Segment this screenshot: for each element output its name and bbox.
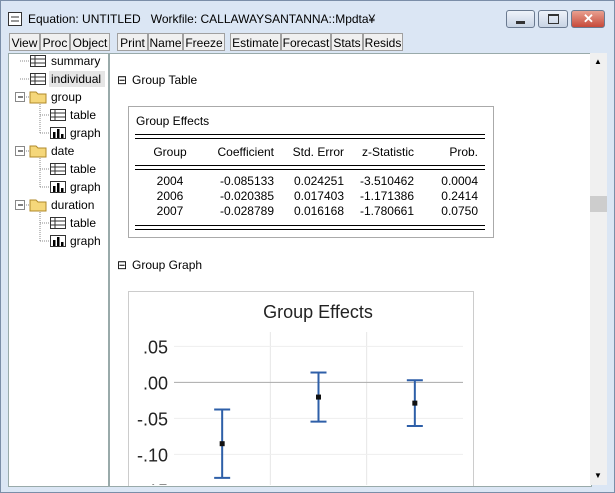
section-title: Group Graph: [132, 258, 203, 272]
minimize-button[interactable]: [506, 10, 535, 28]
window-icon: [8, 12, 22, 26]
toolbar-button[interactable]: View: [9, 33, 40, 51]
tree-label: date: [51, 144, 75, 158]
tree-label: table: [70, 108, 96, 122]
table-cell: -0.020385: [220, 189, 274, 203]
column-header: Group: [153, 145, 187, 159]
toolbar-button[interactable]: Stats: [331, 33, 363, 51]
graph-icon-bar: [53, 186, 56, 192]
graph-icon-bar: [61, 134, 64, 138]
column-header: Prob.: [449, 145, 478, 159]
graph-icon-bar: [61, 188, 64, 192]
table-cell: -0.085133: [220, 174, 274, 188]
toolbar-button[interactable]: Freeze: [183, 33, 225, 51]
chart-title: Group Effects: [263, 302, 373, 322]
column-header: Coefficient: [218, 145, 275, 159]
y-tick-label: -.15: [137, 481, 168, 485]
point: [219, 441, 225, 447]
toolbar-button[interactable]: Name: [148, 33, 183, 51]
scrollbar[interactable]: ▲ ▼: [590, 53, 607, 485]
table-cell: 0.016168: [294, 204, 344, 218]
table-cell: 2006: [157, 189, 184, 203]
selection: [49, 71, 105, 87]
graph-icon-bar: [57, 183, 60, 192]
close-button[interactable]: ✕: [571, 10, 605, 28]
y-tick-label: .05: [143, 337, 168, 357]
graph-icon-bar: [57, 237, 60, 246]
table-icon: [50, 109, 66, 121]
collapse-icon[interactable]: ⊟: [117, 258, 128, 272]
toolbar-button[interactable]: Proc: [40, 33, 70, 51]
table-cell: 2004: [157, 174, 184, 188]
table-title: Group Effects: [136, 114, 209, 128]
table-icon: [30, 73, 46, 85]
table-cell: -0.028789: [220, 204, 274, 218]
y-tick-label: -.05: [137, 409, 168, 429]
chart-frame: [128, 291, 474, 486]
graph-icon-bar: [57, 129, 60, 138]
graph-icon-bar: [61, 242, 64, 246]
column-header: Std. Error: [293, 145, 344, 159]
table-cell: -1.171386: [360, 189, 414, 203]
y-tick-label: -.10: [137, 445, 168, 465]
tree-label: group: [51, 90, 82, 104]
table-cell: -1.780661: [360, 204, 414, 218]
table-icon: [50, 163, 66, 175]
tree-label: table: [70, 216, 96, 230]
y-tick-label: .00: [143, 373, 168, 393]
table-cell: -3.510462: [360, 174, 414, 188]
toolbar-button[interactable]: Print: [117, 33, 148, 51]
tree-label: duration: [51, 198, 94, 212]
point: [316, 394, 321, 400]
table-icon: [50, 217, 66, 229]
point: [412, 400, 418, 406]
window-title: Equation: UNTITLED Workfile: CALLAWAYSAN…: [28, 12, 376, 26]
section-title: Group Table: [132, 73, 198, 87]
tree-panel: [8, 53, 109, 487]
tree-label: graph: [70, 180, 101, 194]
tree-label: graph: [70, 126, 101, 140]
table-cell: 0.0004: [441, 174, 478, 188]
tree-label: graph: [70, 234, 101, 248]
table-cell: 0.024251: [294, 174, 344, 188]
table-cell: 0.017403: [294, 189, 344, 203]
toolbar-button[interactable]: Resids: [363, 33, 403, 51]
graph-icon-bar: [53, 240, 56, 246]
column-header: z-Statistic: [362, 145, 414, 159]
tree-label: table: [70, 162, 96, 176]
maximize-button[interactable]: [538, 10, 568, 28]
folder-icon: [29, 91, 47, 104]
chart: Group Effects .05 .00 -.05 -.10 -.15: [137, 302, 463, 485]
graph-icon-bar: [53, 132, 56, 138]
collapse-icon[interactable]: ⊟: [117, 73, 128, 87]
table-cell: 0.0750: [441, 204, 478, 218]
tree-label: individual: [51, 72, 101, 86]
results-table: Group Effects Group Coefficient Std. Error…: [128, 106, 494, 238]
folder-icon: [29, 199, 47, 212]
toolbar-button[interactable]: Object: [70, 33, 110, 51]
tree: summary individual group table graph date tabl…: [15, 54, 105, 248]
folder-icon: [29, 145, 47, 158]
tree-label: summary: [51, 54, 100, 68]
table-icon: [30, 55, 46, 67]
table-cell: 0.2414: [441, 189, 478, 203]
toolbar-button[interactable]: Estimate: [230, 33, 281, 51]
toolbar-button[interactable]: Forecast: [281, 33, 331, 51]
table-cell: 2007: [157, 204, 184, 218]
